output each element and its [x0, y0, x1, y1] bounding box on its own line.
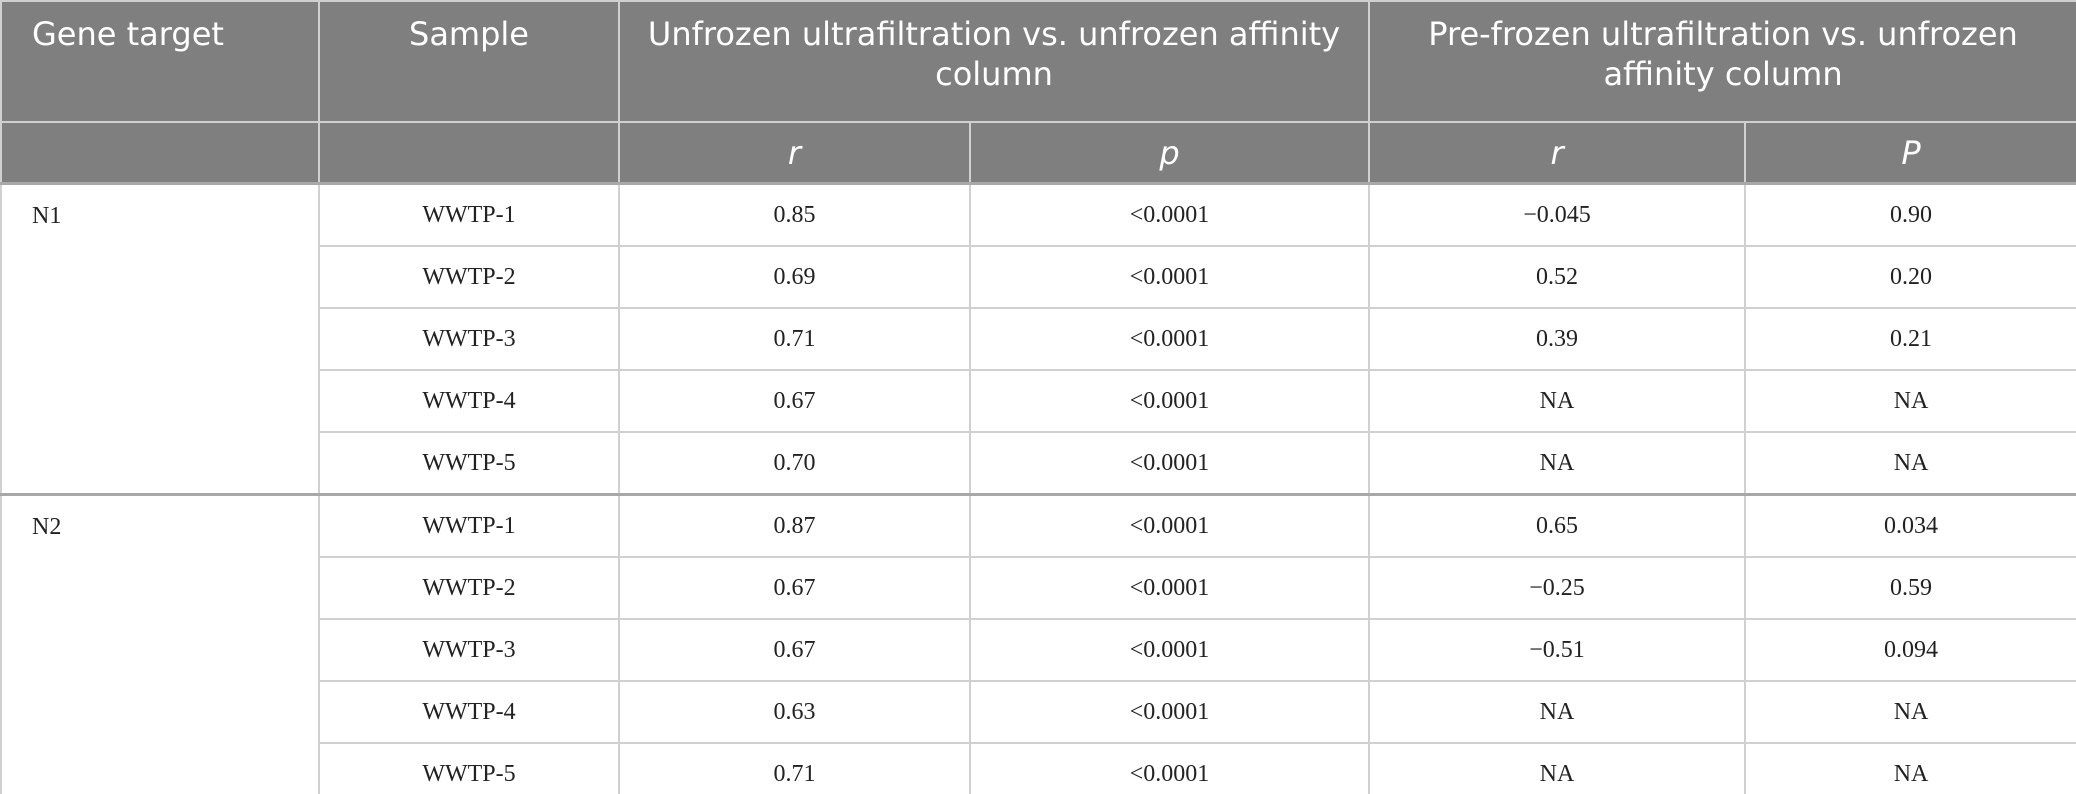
value-cell: 0.67 — [618, 369, 971, 433]
value-cell: 0.90 — [1744, 182, 2076, 247]
value-cell: <0.0001 — [968, 680, 1371, 744]
value-cell: 0.71 — [618, 307, 971, 371]
value-cell: <0.0001 — [968, 618, 1371, 682]
table-row: WWTP-4 0.63 <0.0001 NA NA — [1, 680, 2076, 744]
value-cell: 0.67 — [618, 556, 971, 620]
header-cell: p — [968, 121, 1371, 185]
value-cell: <0.0001 — [968, 556, 1371, 620]
value-cell: 0.21 — [1744, 307, 2076, 371]
table-row: WWTP-3 0.71 <0.0001 0.39 0.21 — [1, 307, 2076, 371]
header-row: r p r P — [0, 121, 2076, 185]
table-row: WWTP-2 0.69 <0.0001 0.52 0.20 — [1, 245, 2076, 309]
table-row: WWTP-3 0.67 <0.0001 −0.51 0.094 — [1, 618, 2076, 682]
sample-cell: WWTP-5 — [318, 431, 620, 496]
value-cell: −0.25 — [1368, 556, 1747, 620]
value-cell: NA — [1368, 742, 1747, 794]
gene-cell: N2 — [0, 493, 320, 794]
sample-cell: WWTP-3 — [318, 618, 620, 682]
value-cell: <0.0001 — [968, 369, 1371, 433]
value-cell: NA — [1368, 431, 1747, 496]
value-cell: NA — [1744, 369, 2076, 433]
value-cell: NA — [1744, 680, 2076, 744]
gene-cell: N1 — [0, 182, 320, 496]
value-cell: <0.0001 — [968, 245, 1371, 309]
header-cell: Gene target — [0, 0, 320, 123]
sample-cell: WWTP-2 — [318, 245, 620, 309]
sample-cell: WWTP-4 — [318, 369, 620, 433]
sample-cell: WWTP-2 — [318, 556, 620, 620]
header-row: Gene target Sample Unfrozen ultrafiltrat… — [0, 0, 2076, 123]
table-header: Gene target Sample Unfrozen ultrafiltrat… — [0, 0, 2076, 185]
value-cell: <0.0001 — [968, 431, 1371, 496]
header-cell — [318, 121, 620, 185]
table-row: N1 WWTP-1 0.85 <0.0001 −0.045 0.90 — [0, 182, 2076, 496]
header-cell: Pre-frozen ultrafiltration vs. unfrozen … — [1368, 0, 2076, 123]
header-cell: r — [1368, 121, 1747, 185]
table-row: N2 WWTP-1 0.87 <0.0001 0.65 0.034 — [0, 493, 2076, 794]
sample-cell: WWTP-1 — [318, 182, 620, 247]
value-cell: −0.045 — [1368, 182, 1747, 247]
table-row: WWTP-5 0.71 <0.0001 NA NA — [1, 742, 2076, 794]
value-cell: 0.59 — [1744, 556, 2076, 620]
value-cell: 0.39 — [1368, 307, 1747, 371]
value-cell: <0.0001 — [968, 182, 1371, 247]
sample-cell: WWTP-3 — [318, 307, 620, 371]
value-cell: 0.85 — [618, 182, 971, 247]
value-cell: 0.87 — [618, 493, 971, 558]
value-cell: NA — [1744, 742, 2076, 794]
value-cell: NA — [1368, 369, 1747, 433]
value-cell: <0.0001 — [968, 493, 1371, 558]
sample-cell: WWTP-5 — [318, 742, 620, 794]
value-cell: 0.094 — [1744, 618, 2076, 682]
header-cell: Unfrozen ultrafiltration vs. unfrozen af… — [617, 0, 1371, 123]
header-cell: P — [1744, 121, 2076, 185]
sample-cell: WWTP-4 — [318, 680, 620, 744]
value-cell: 0.71 — [618, 742, 971, 794]
value-cell: <0.0001 — [968, 742, 1371, 794]
table-row: WWTP-4 0.67 <0.0001 NA NA — [1, 369, 2076, 433]
header-cell: Sample — [318, 0, 620, 123]
value-cell: NA — [1744, 431, 2076, 496]
value-cell: 0.65 — [1368, 493, 1747, 558]
value-cell: NA — [1368, 680, 1747, 744]
sample-cell: WWTP-1 — [318, 493, 620, 558]
table-row: WWTP-5 0.70 <0.0001 NA NA — [1, 431, 2076, 496]
value-cell: <0.0001 — [968, 307, 1371, 371]
header-cell — [0, 121, 320, 185]
header-cell: r — [618, 121, 971, 185]
value-cell: 0.69 — [618, 245, 971, 309]
value-cell: 0.52 — [1368, 245, 1747, 309]
value-cell: 0.034 — [1744, 493, 2076, 558]
value-cell: 0.63 — [618, 680, 971, 744]
value-cell: 0.67 — [618, 618, 971, 682]
table-row: WWTP-2 0.67 <0.0001 −0.25 0.59 — [1, 556, 2076, 620]
value-cell: 0.70 — [618, 431, 971, 496]
table-body: N1 WWTP-1 0.85 <0.0001 −0.045 0.90 WWTP-2 0.69 <… — [0, 182, 2076, 794]
value-cell: 0.20 — [1744, 245, 2076, 309]
value-cell: −0.51 — [1368, 618, 1747, 682]
